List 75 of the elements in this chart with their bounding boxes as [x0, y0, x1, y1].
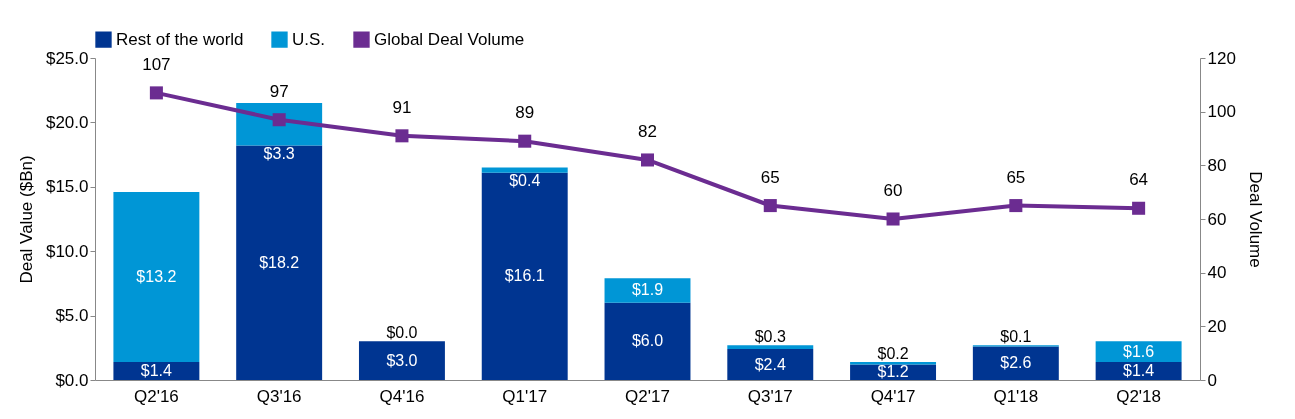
data-label: $0.1 — [1000, 328, 1032, 346]
point — [640, 153, 655, 167]
y-tick-label: $10.0 — [45, 241, 89, 261]
data-label: 107 — [142, 54, 171, 74]
legend-label: Global Deal Volume — [374, 29, 525, 49]
legend-label: U.S. — [292, 29, 326, 49]
y-tick-label: $5.0 — [55, 306, 89, 326]
data-label: 65 — [760, 167, 780, 187]
point — [272, 113, 286, 127]
bar — [358, 341, 445, 380]
point — [1132, 201, 1146, 215]
data-label: $0.3 — [754, 328, 786, 346]
bar — [236, 145, 323, 380]
data-label: $16.1 — [504, 267, 545, 285]
data-label: 89 — [515, 103, 535, 123]
data-label: $18.2 — [259, 253, 300, 271]
y2-tick-label: 80 — [1207, 155, 1227, 175]
data-label: $2.4 — [754, 355, 786, 373]
point — [395, 129, 409, 143]
bar — [850, 361, 937, 365]
data-label: $6.0 — [631, 332, 664, 350]
data-label: 64 — [1129, 170, 1149, 190]
point — [763, 199, 777, 213]
data-label: $3.3 — [263, 144, 295, 162]
bar — [1095, 341, 1182, 362]
data-label: 91 — [392, 97, 412, 117]
y-tick-label: $25.0 — [45, 48, 89, 68]
data-label: $0.4 — [509, 171, 541, 189]
x-tick-label: Q4'16 — [379, 386, 425, 406]
y-tick-label: $0.0 — [55, 370, 89, 390]
bar — [113, 191, 200, 362]
x-tick-label: Q3'16 — [256, 386, 302, 406]
y2-tick-label: 0 — [1207, 370, 1217, 390]
x-tick-label: Q1'17 — [502, 386, 548, 406]
data-label: $1.4 — [1123, 361, 1155, 379]
y-tick-label: $15.0 — [45, 177, 89, 197]
data-label: 65 — [1006, 167, 1026, 187]
data-label: 97 — [269, 81, 289, 101]
y2-tick-label: 40 — [1207, 263, 1227, 283]
bar — [481, 172, 568, 380]
point — [886, 212, 900, 226]
data-label: $1.6 — [1123, 342, 1155, 360]
x-tick-label: Q1'18 — [993, 386, 1039, 406]
data-label: $1.2 — [877, 363, 909, 381]
y2-tick-label: 60 — [1207, 209, 1227, 229]
y2-tick-label: 20 — [1207, 316, 1227, 336]
bar — [727, 349, 814, 380]
point — [1009, 199, 1023, 213]
data-label: $3.0 — [386, 351, 418, 369]
x-tick-label: Q3'17 — [747, 386, 793, 406]
point — [149, 86, 163, 100]
data-label: $0.0 — [386, 324, 418, 342]
bar — [604, 302, 691, 380]
x-tick-label: Q4'17 — [870, 386, 916, 406]
y2-axis-title: Deal Volume — [1245, 171, 1265, 268]
bar — [727, 345, 814, 350]
data-label: $13.2 — [136, 267, 177, 285]
data-label: $0.2 — [877, 344, 909, 362]
data-label: $2.6 — [1000, 354, 1032, 372]
data-label: $1.4 — [140, 361, 173, 379]
data-label: $1.9 — [631, 281, 664, 299]
x-tick-label: Q2'17 — [625, 386, 670, 406]
data-label: 60 — [883, 181, 903, 200]
bar — [604, 278, 691, 303]
bar — [481, 167, 568, 173]
y2-tick-label: 100 — [1207, 102, 1236, 122]
point — [518, 134, 532, 148]
data-label: 82 — [638, 121, 657, 141]
y-tick-label: $20.0 — [45, 112, 89, 132]
x-tick-label: Q2'16 — [133, 386, 179, 406]
y-axis-title: Deal Value ($Bn) — [16, 155, 36, 284]
legend-label: Rest of the world — [116, 29, 244, 49]
x-tick-label: Q2'18 — [1116, 386, 1162, 406]
y2-tick-label: 120 — [1207, 48, 1236, 68]
bar — [972, 346, 1059, 380]
